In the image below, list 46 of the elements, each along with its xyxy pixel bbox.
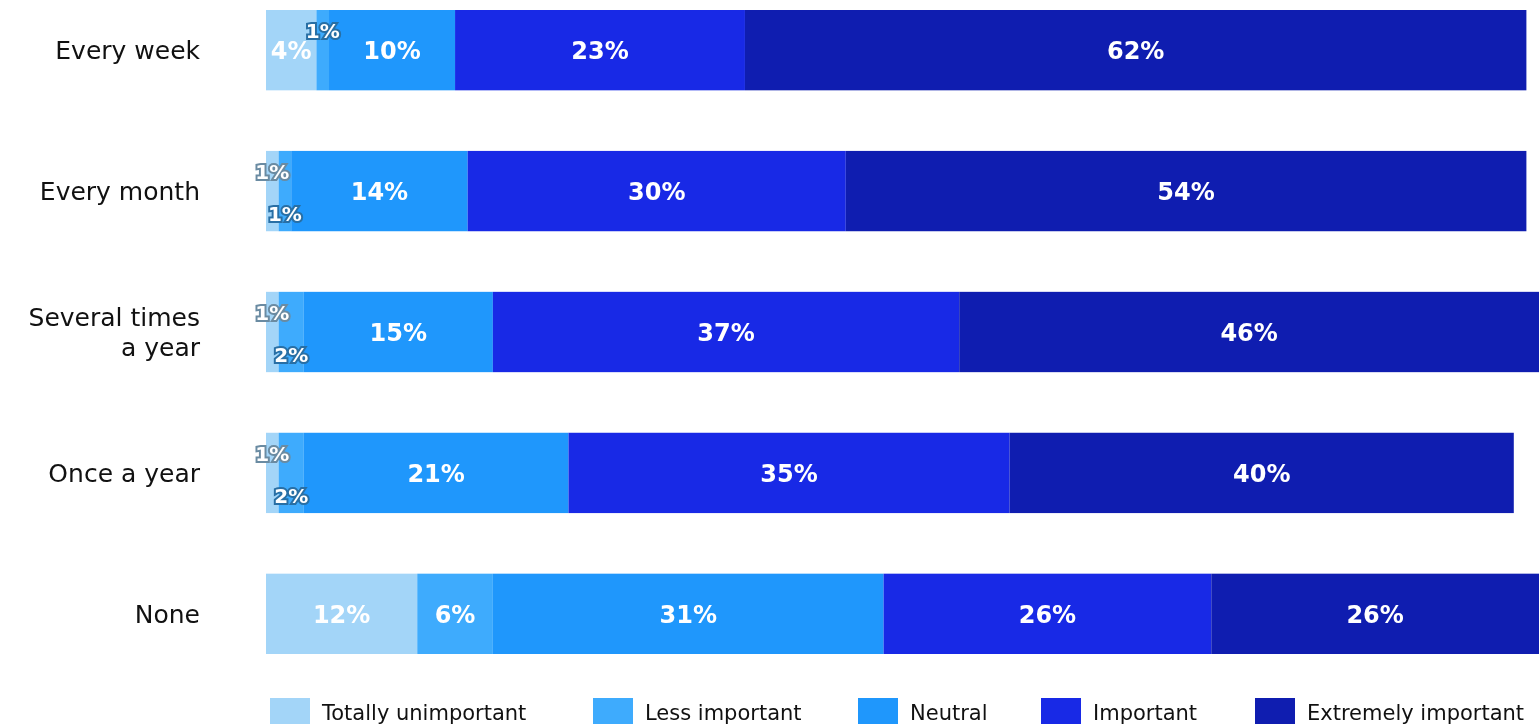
bar: [959, 291, 1539, 373]
data-label: 1%: [255, 159, 290, 184]
y-tick-label: Once a year: [48, 458, 201, 488]
data-label: 40%: [1232, 459, 1291, 488]
legend-label: Less important: [645, 701, 802, 724]
bar: [883, 573, 1212, 654]
legend-label: Extremely important: [1307, 701, 1525, 724]
bar: [417, 573, 493, 654]
y-tick-label: Every week: [55, 36, 201, 66]
bar: [845, 150, 1527, 232]
bar: [467, 150, 846, 232]
data-label: 26%: [1346, 600, 1404, 629]
data-label: 1%: [255, 441, 290, 466]
bar: [492, 291, 960, 373]
data-label: 46%: [1220, 319, 1278, 347]
legend-label: Totally unimportant: [321, 701, 527, 724]
bar: [744, 10, 1527, 91]
data-label: 26%: [1018, 600, 1077, 629]
y-tick-label: None: [134, 599, 200, 629]
data-label: 30%: [628, 178, 686, 207]
data-label: 14%: [350, 178, 409, 207]
data-label: 54%: [1157, 178, 1215, 207]
data-label: 15%: [369, 319, 428, 347]
bar: [1009, 432, 1514, 514]
bar: [492, 573, 884, 654]
data-label: 23%: [571, 37, 629, 66]
legend-label: Neutral: [910, 701, 988, 724]
data-label: 10%: [363, 37, 421, 66]
y-tick-label: Every month: [39, 177, 200, 207]
data-label: 12%: [312, 600, 371, 629]
data-label: 6%: [434, 600, 476, 629]
data-label: 1%: [267, 202, 302, 227]
bar: [455, 10, 745, 91]
bar: [1211, 573, 1539, 654]
y-tick-label: Several times a year: [28, 303, 201, 362]
bar: [266, 573, 418, 654]
data-label: 21%: [407, 459, 465, 488]
bar: [568, 432, 1010, 514]
data-label: 1%: [255, 300, 290, 325]
data-label: 31%: [659, 600, 717, 629]
data-label: 35%: [760, 459, 818, 488]
data-label: 2%: [274, 484, 309, 509]
data-label: 2%: [274, 343, 309, 368]
legend-label: Important: [1093, 701, 1198, 724]
data-label: 37%: [697, 319, 755, 347]
data-label: 62%: [1106, 37, 1165, 66]
